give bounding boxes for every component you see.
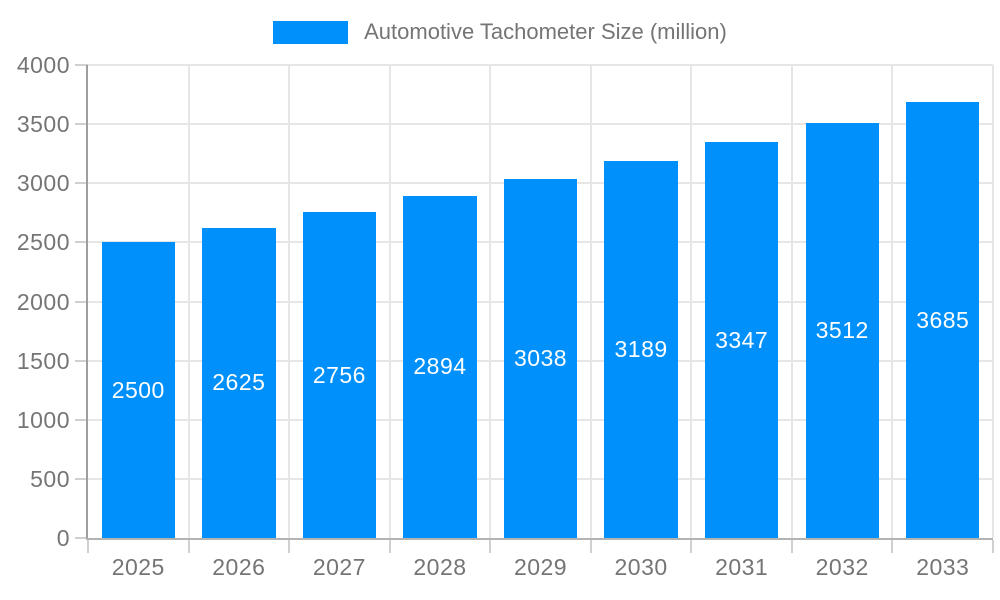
- v-gridline: [288, 65, 291, 538]
- legend-item[interactable]: Automotive Tachometer Size (million): [273, 19, 727, 45]
- bar-cell: 3347: [691, 65, 792, 538]
- legend-label: Automotive Tachometer Size (million): [364, 19, 727, 44]
- y-axis-tick-label: 2000: [16, 288, 70, 315]
- x-axis-tick-label: 2029: [513, 554, 568, 580]
- bar-cell: 3685: [893, 65, 994, 538]
- y-axis-tick-label: 1000: [16, 406, 70, 433]
- legend-marker-swatch: [273, 20, 349, 44]
- y-axis-labels: 0 500 1000 1500 2000 2500 3000 3500 4000: [0, 52, 70, 551]
- bar-cell: 3512: [792, 65, 893, 538]
- x-axis-tick-label: 2030: [614, 554, 668, 580]
- bar-value-label: 3347: [715, 326, 769, 353]
- bar-value-label: 3512: [815, 316, 869, 343]
- bar-cell: 2500: [88, 65, 189, 538]
- x-axis-tick: [589, 540, 592, 553]
- bar-cell: 2894: [390, 65, 491, 538]
- v-gridline: [589, 65, 592, 538]
- v-gridline: [790, 65, 793, 538]
- plot-area: 2500 2625 2756 2894 3038 3189 3347 3512 3685: [75, 64, 994, 553]
- v-gridline: [891, 65, 894, 538]
- x-axis-tick-label: 2032: [815, 554, 869, 580]
- y-axis-tick: [75, 359, 88, 362]
- v-gridline: [992, 65, 994, 538]
- bar-value-label: 3038: [513, 344, 568, 371]
- bar-2030[interactable]: 3189: [604, 160, 678, 538]
- x-axis-tick: [891, 540, 894, 553]
- bar-cell: 2756: [289, 65, 390, 538]
- x-axis-tick: [489, 540, 492, 553]
- bar-value-label: 3189: [614, 335, 668, 362]
- y-axis-tick-label: 4000: [16, 52, 70, 78]
- bar-value-label: 2625: [212, 369, 266, 396]
- bar-cell: 2625: [189, 65, 290, 538]
- y-axis-tick: [75, 537, 88, 539]
- y-axis-tick: [75, 477, 88, 480]
- y-axis-tick-label: 1500: [16, 347, 70, 374]
- y-axis-tick-label: 3000: [16, 170, 70, 197]
- v-gridline: [690, 65, 693, 538]
- x-axis-labels: 2025 2026 2027 2028 2029 2030 2031 2032 2033: [88, 553, 993, 581]
- x-axis-tick: [187, 540, 190, 553]
- x-axis-tick-label: 2031: [715, 554, 769, 580]
- y-axis-tick: [75, 182, 88, 185]
- y-axis-tick: [75, 300, 88, 303]
- x-axis-tick-label: 2025: [111, 554, 165, 580]
- y-axis-tick-label: 3500: [16, 111, 70, 138]
- bar-2028[interactable]: 2894: [403, 195, 477, 538]
- y-axis-tick-label: 0: [56, 525, 70, 551]
- x-axis-tick-label: 2033: [916, 554, 970, 580]
- x-axis-tick-label: 2026: [212, 554, 266, 580]
- bar-2033[interactable]: 3685: [906, 102, 980, 538]
- x-axis-tick: [992, 540, 994, 553]
- y-axis-tick: [75, 241, 88, 244]
- y-axis-tick: [75, 64, 88, 66]
- chart-legend: Automotive Tachometer Size (million): [0, 19, 1000, 45]
- bar-cell: 3189: [591, 65, 692, 538]
- x-axis-tick-label: 2027: [312, 554, 366, 580]
- v-gridline: [187, 65, 190, 538]
- bar-2031[interactable]: 3347: [704, 142, 779, 538]
- y-axis-tick-label: 2500: [16, 229, 70, 256]
- y-axis-line: [86, 65, 88, 540]
- x-axis-tick-label: 2028: [413, 554, 467, 580]
- h-gridline: [88, 64, 993, 66]
- x-axis-tick: [388, 540, 391, 553]
- y-axis-tick: [75, 123, 88, 126]
- v-gridline: [489, 65, 492, 538]
- y-axis-tick: [75, 418, 88, 421]
- x-axis-tick: [790, 540, 793, 553]
- bar-2032[interactable]: 3512: [805, 122, 879, 538]
- x-axis-tick: [690, 540, 693, 553]
- bar-2025[interactable]: 2500: [101, 242, 175, 538]
- bar-value-label: 2756: [312, 361, 366, 388]
- v-gridline: [388, 65, 391, 538]
- bar-cell: 3038: [490, 65, 591, 538]
- y-axis-tick-label: 500: [30, 465, 70, 492]
- bar-2026[interactable]: 2625: [202, 227, 276, 538]
- bars-container: 2500 2625 2756 2894 3038 3189 3347 3512 3685: [88, 65, 993, 538]
- x-axis-tick: [87, 540, 89, 553]
- bar-2027[interactable]: 2756: [302, 212, 377, 538]
- bar-value-label: 2894: [413, 353, 467, 380]
- bar-value-label: 2500: [111, 376, 165, 403]
- bar-2029[interactable]: 3038: [503, 178, 578, 538]
- h-gridline: [88, 123, 993, 126]
- bar-value-label: 3685: [916, 306, 970, 333]
- x-axis-line: [86, 538, 993, 540]
- x-axis-tick: [288, 540, 291, 553]
